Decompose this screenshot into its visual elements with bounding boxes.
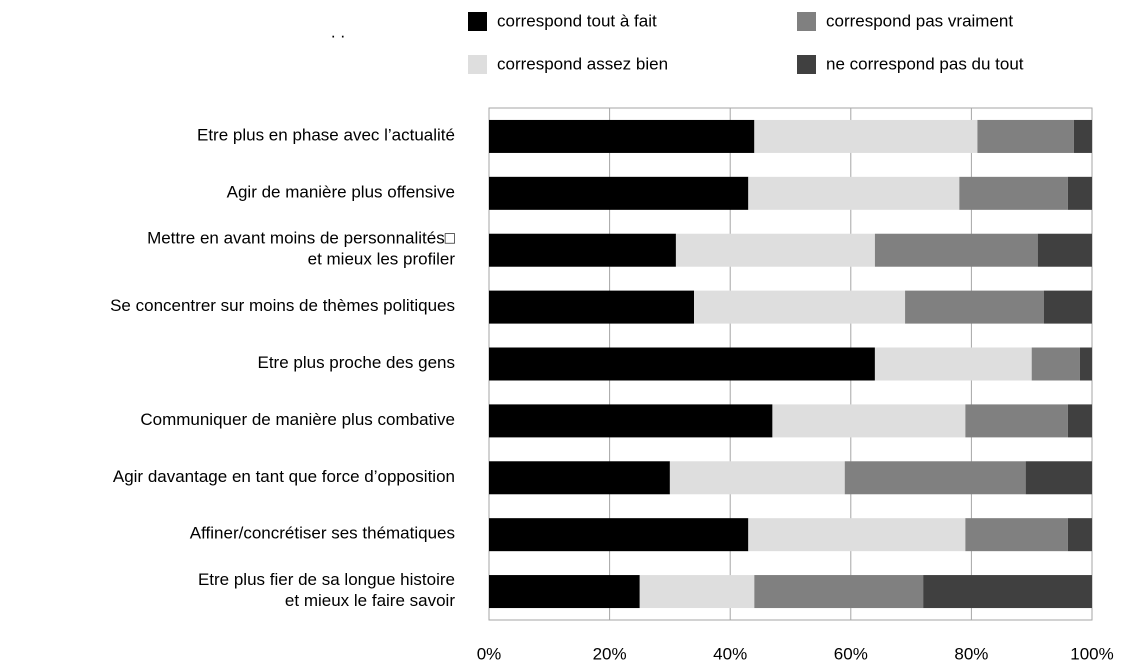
bar-segment	[489, 119, 755, 153]
bar-segment	[754, 119, 978, 153]
y-tick-label: Etre plus en phase avec l’actualité	[197, 126, 455, 145]
bar-segment	[965, 404, 1068, 438]
bar-segment	[874, 347, 1032, 381]
legend-label: correspond pas vraiment	[826, 11, 1013, 30]
x-tick-label: 100%	[1070, 644, 1113, 663]
bar-segment	[639, 575, 755, 609]
y-tick-label-line: Mettre en avant moins de personnalités□	[147, 229, 455, 248]
x-tick-label: 0%	[477, 644, 502, 663]
bar-segment	[1067, 518, 1092, 552]
y-tick-label-line: Etre plus en phase avec l’actualité	[197, 126, 455, 145]
bar-segment	[772, 404, 966, 438]
bar-segment	[977, 119, 1074, 153]
y-tick-label-line: Etre plus fier de sa longue histoire	[198, 571, 455, 590]
legend-swatch	[468, 12, 487, 31]
y-tick-label-line: Agir de manière plus offensive	[227, 183, 455, 202]
y-tick-label-line: et mieux le faire savoir	[285, 592, 455, 611]
bar-segment	[1043, 290, 1092, 324]
y-tick-label: Agir davantage en tant que force d’oppos…	[113, 467, 455, 486]
legend-swatch	[468, 55, 487, 74]
y-tick-label: Etre plus proche des gens	[257, 353, 455, 372]
bar-segment	[1067, 176, 1092, 210]
y-tick-label: Affiner/concrétiser ses thématiques	[190, 524, 455, 543]
bar-segment	[489, 461, 670, 495]
bar-segment	[489, 575, 640, 609]
bar-segment	[489, 176, 749, 210]
y-tick-label: Communiquer de manière plus combative	[140, 410, 455, 429]
legend-swatch	[797, 12, 816, 31]
chart-title: . .	[331, 22, 345, 41]
bar-segment	[1037, 233, 1092, 267]
bar-segment	[1025, 461, 1092, 495]
bar-segment	[923, 575, 1092, 609]
bar-segment	[754, 575, 924, 609]
bar-segment	[669, 461, 845, 495]
bar-segment	[1031, 347, 1080, 381]
bar-segment	[874, 233, 1038, 267]
x-tick-label: 80%	[954, 644, 988, 663]
bar-segment	[489, 518, 749, 552]
y-tick-label-line: et mieux les profiler	[308, 250, 456, 269]
legend-swatch	[797, 55, 816, 74]
y-tick-label: Etre plus fier de sa longue histoire et m…	[198, 571, 455, 611]
bar-segment	[1067, 404, 1092, 438]
y-tick-label: Mettre en avant moins de personnalités□ e…	[147, 229, 455, 269]
bar-segment	[489, 347, 875, 381]
y-tick-label-line: Communiquer de manière plus combative	[140, 410, 455, 429]
bar-segment	[959, 176, 1068, 210]
y-tick-label-line: Agir davantage en tant que force d’oppos…	[113, 467, 455, 486]
bar-segment	[748, 176, 960, 210]
bar-segment	[905, 290, 1044, 324]
y-tick-label: Agir de manière plus offensive	[227, 183, 455, 202]
y-tick-label-line: Affiner/concrétiser ses thématiques	[190, 524, 455, 543]
bar-segment	[1073, 119, 1092, 153]
bar-segment	[965, 518, 1068, 552]
y-tick-label: Se concentrer sur moins de thèmes politi…	[110, 297, 455, 316]
bar-segment	[489, 290, 695, 324]
bar-segment	[844, 461, 1026, 495]
x-tick-label: 40%	[713, 644, 747, 663]
bar-segment	[748, 518, 966, 552]
bar-segment	[489, 233, 676, 267]
bar-segment	[1079, 347, 1092, 381]
bar-segment	[694, 290, 906, 324]
legend-label: correspond tout à fait	[497, 11, 657, 30]
bar-segment	[489, 404, 773, 438]
bar-segment	[675, 233, 875, 267]
legend-label: correspond assez bien	[497, 54, 668, 73]
x-tick-label: 60%	[834, 644, 868, 663]
x-tick-label: 20%	[593, 644, 627, 663]
y-tick-label-line: Se concentrer sur moins de thèmes politi…	[110, 297, 455, 316]
legend-label: ne correspond pas du tout	[826, 54, 1024, 73]
y-tick-label-line: Etre plus proche des gens	[257, 353, 455, 372]
